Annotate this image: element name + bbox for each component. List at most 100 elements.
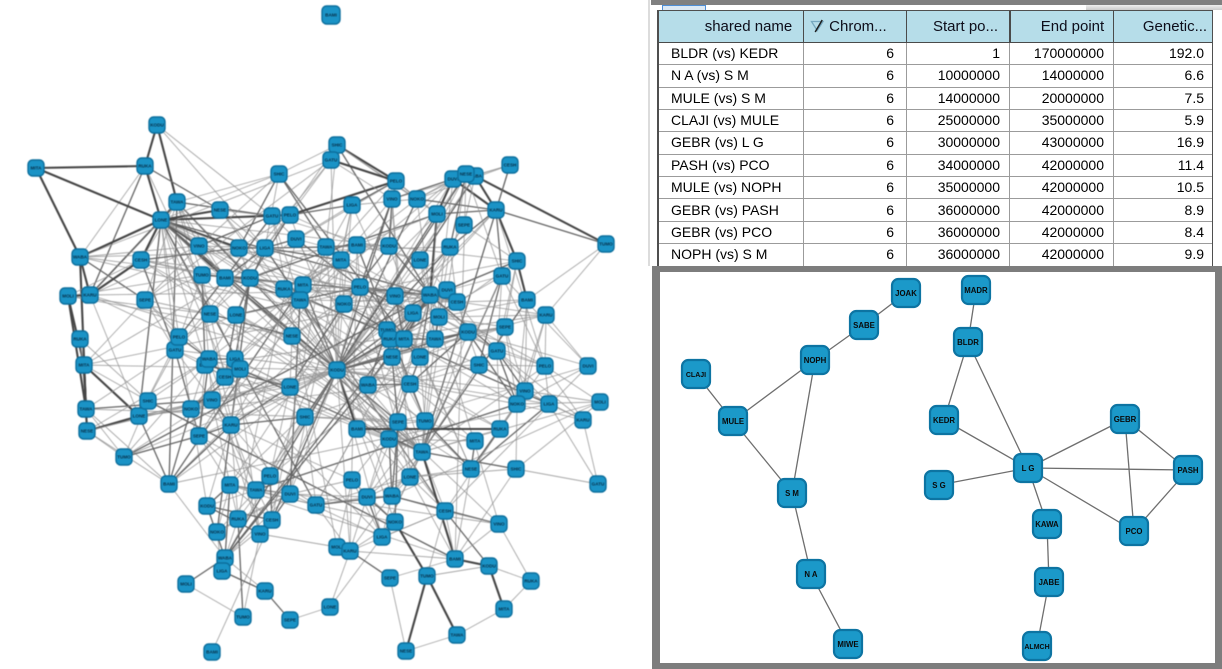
svg-text:KARU: KARU xyxy=(83,293,97,298)
svg-text:KODU: KODU xyxy=(330,368,344,373)
svg-text:L G: L G xyxy=(1022,464,1035,473)
svg-text:TAWA: TAWA xyxy=(320,245,334,250)
svg-text:SHIC: SHIC xyxy=(274,172,286,177)
svg-text:LIGA: LIGA xyxy=(230,357,242,362)
svg-text:MOLI: MOLI xyxy=(180,582,191,587)
svg-text:BAMI: BAMI xyxy=(206,650,218,655)
svg-text:N A: N A xyxy=(804,570,818,579)
svg-text:KODU: KODU xyxy=(200,504,214,509)
svg-text:BAMI: BAMI xyxy=(449,557,461,562)
svg-text:RUKA: RUKA xyxy=(138,164,152,169)
svg-text:TUMO: TUMO xyxy=(236,615,250,620)
svg-text:SHIC: SHIC xyxy=(511,467,523,472)
svg-text:MADR: MADR xyxy=(964,286,988,295)
svg-text:LIGA: LIGA xyxy=(217,569,229,574)
svg-text:LIGA: LIGA xyxy=(408,311,420,316)
svg-text:DUVI: DUVI xyxy=(583,364,594,369)
svg-text:TAWA: TAWA xyxy=(294,298,308,303)
svg-text:MITA: MITA xyxy=(31,166,43,171)
svg-text:WABA: WABA xyxy=(423,293,438,298)
svg-text:MOLI: MOLI xyxy=(431,212,442,217)
svg-text:LIGA: LIGA xyxy=(544,402,556,407)
svg-text:VINO: VINO xyxy=(193,244,205,249)
svg-text:CESH: CESH xyxy=(504,163,517,168)
svg-text:KARU: KARU xyxy=(224,423,238,428)
svg-text:BAMI: BAMI xyxy=(351,427,363,432)
svg-text:LONE: LONE xyxy=(155,218,168,223)
svg-text:NOKO: NOKO xyxy=(184,407,198,412)
svg-text:MULE: MULE xyxy=(722,417,744,426)
svg-text:LONE: LONE xyxy=(284,385,297,390)
svg-text:TUMO: TUMO xyxy=(599,242,613,247)
svg-text:LIGA: LIGA xyxy=(347,203,359,208)
svg-text:SABE: SABE xyxy=(853,321,875,330)
svg-text:MITA: MITA xyxy=(225,483,237,488)
svg-text:BAMI: BAMI xyxy=(163,482,175,487)
svg-text:CESH: CESH xyxy=(219,375,232,380)
svg-text:GEBR: GEBR xyxy=(1114,415,1137,424)
svg-text:GATU: GATU xyxy=(310,503,323,508)
svg-text:NOKO: NOKO xyxy=(337,302,351,307)
svg-text:NOKO: NOKO xyxy=(510,402,524,407)
svg-text:PELO: PELO xyxy=(354,285,367,290)
svg-text:KARU: KARU xyxy=(258,589,272,594)
svg-text:WABA: WABA xyxy=(218,556,233,561)
svg-text:NOKO: NOKO xyxy=(232,246,246,251)
svg-text:DUVI: DUVI xyxy=(285,492,296,497)
svg-text:MOLI: MOLI xyxy=(433,315,444,320)
svg-text:VINO: VINO xyxy=(519,389,531,394)
svg-text:MITA: MITA xyxy=(399,337,411,342)
svg-text:NESE: NESE xyxy=(204,312,217,317)
svg-text:LONE: LONE xyxy=(404,475,417,480)
svg-text:LONE: LONE xyxy=(324,605,337,610)
svg-text:LIGA: LIGA xyxy=(377,535,389,540)
svg-text:BLDR: BLDR xyxy=(957,338,979,347)
svg-text:JABE: JABE xyxy=(1039,578,1060,587)
svg-text:MOLI: MOLI xyxy=(234,367,245,372)
svg-text:VINO: VINO xyxy=(254,532,266,537)
svg-text:LONE: LONE xyxy=(230,313,243,318)
svg-text:SHIC: SHIC xyxy=(300,415,312,420)
svg-text:MITA: MITA xyxy=(79,363,91,368)
svg-text:NOPH: NOPH xyxy=(804,356,827,365)
svg-text:GATU: GATU xyxy=(266,214,279,219)
svg-text:BAMI: BAMI xyxy=(521,298,533,303)
svg-text:WABA: WABA xyxy=(202,357,217,362)
svg-text:PELO: PELO xyxy=(539,364,552,369)
svg-text:WABA: WABA xyxy=(361,383,376,388)
svg-text:KODU: KODU xyxy=(382,437,396,442)
svg-text:NESE: NESE xyxy=(81,429,94,434)
svg-text:DUVI: DUVI xyxy=(291,237,302,242)
svg-text:PELO: PELO xyxy=(284,213,297,218)
svg-text:TAWA: TAWA xyxy=(80,407,94,412)
svg-text:CESH: CESH xyxy=(451,300,464,305)
svg-text:SEPE: SEPE xyxy=(499,325,511,330)
svg-text:PELO: PELO xyxy=(173,335,186,340)
svg-text:KODU: KODU xyxy=(382,244,396,249)
svg-text:KARU: KARU xyxy=(343,549,357,554)
svg-text:TUMO: TUMO xyxy=(380,328,394,333)
svg-text:MOLI: MOLI xyxy=(331,545,342,550)
svg-text:TAWA: TAWA xyxy=(429,337,443,342)
svg-text:DUVI: DUVI xyxy=(448,177,459,182)
svg-text:ALMCH: ALMCH xyxy=(1024,644,1049,651)
svg-text:KEDR: KEDR xyxy=(933,416,955,425)
svg-text:RUKA: RUKA xyxy=(524,579,538,584)
svg-text:CESH: CESH xyxy=(135,258,148,263)
svg-text:TUMO: TUMO xyxy=(418,419,432,424)
svg-text:SEPE: SEPE xyxy=(193,434,205,439)
svg-text:KARU: KARU xyxy=(489,208,503,213)
svg-text:CLAJI: CLAJI xyxy=(686,372,706,379)
svg-text:MOLI: MOLI xyxy=(62,294,73,299)
svg-text:NOKO: NOKO xyxy=(210,530,224,535)
svg-text:WABA: WABA xyxy=(73,255,88,260)
svg-text:NESE: NESE xyxy=(214,208,227,213)
svg-text:JOAK: JOAK xyxy=(895,289,917,298)
svg-text:KODU: KODU xyxy=(461,330,475,335)
svg-text:KARU: KARU xyxy=(576,418,590,423)
svg-text:SEPE: SEPE xyxy=(392,420,404,425)
svg-text:SHIC: SHIC xyxy=(512,259,524,264)
svg-text:TAWA: TAWA xyxy=(171,200,185,205)
svg-text:SEPE: SEPE xyxy=(284,618,296,623)
svg-text:LIGA: LIGA xyxy=(260,246,272,251)
